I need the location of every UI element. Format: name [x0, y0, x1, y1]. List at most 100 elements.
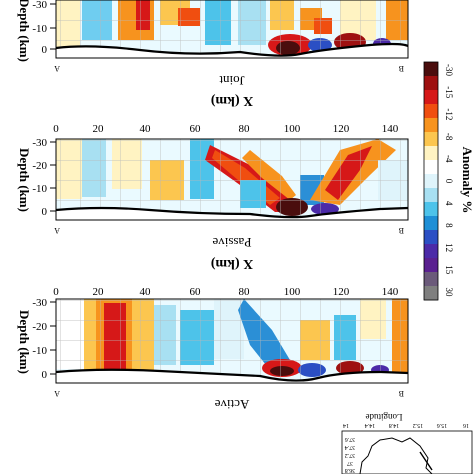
colorbar-tick-label: 12	[444, 243, 454, 252]
panel-passive-ylabel: Depth (km)	[17, 148, 32, 212]
colorbar-tick-label: 15	[444, 265, 454, 275]
panel-joint-y-ticks: -30 -10 0	[32, 0, 56, 56]
colorbar-tick-label: 0	[444, 179, 454, 184]
colorbar-swatch	[424, 258, 438, 273]
x-tick-label: 80	[239, 123, 251, 135]
inset-tick-label: 15.2	[413, 422, 424, 428]
colorbar-swatch	[424, 90, 438, 105]
panel-joint-corner-b: B	[399, 64, 404, 73]
colorbar-ticks: -30 -15 -12 -8 -4 0 4 8 12 15 30	[444, 64, 454, 297]
colorbar-swatch	[424, 244, 438, 259]
colorbar-swatch	[424, 230, 438, 245]
panel-joint-xlabel: X (km)	[210, 93, 253, 108]
x-tick-label: 60	[190, 286, 202, 298]
location-inset: Longitude 14 14.4 14.8 15.2 15.6 16 37.6…	[341, 412, 473, 474]
panel-active-caption: Active	[214, 397, 249, 412]
inset-tick-label: 14.4	[365, 422, 376, 428]
panel-active-ylabel: Depth (km)	[17, 310, 32, 374]
inset-tick-label: 37.4	[345, 444, 356, 450]
colorbar-tick-label: 8	[444, 223, 454, 228]
colorbar-swatch	[424, 160, 438, 175]
panel-joint-corner-a: A	[54, 64, 60, 73]
colorbar-swatch	[424, 174, 438, 189]
panel-passive: 0 20 40 60 80 100 120 140	[17, 123, 409, 271]
panel-active-y-ticks: -30 -20 -10 0	[32, 297, 56, 381]
x-tick-label: 20	[93, 123, 105, 135]
panel-active-x-ticks: 0 20 40 60 80 100 120 140	[53, 286, 399, 298]
panel-passive-x-ticks: 0 20 40 60 80 100 120 140	[53, 123, 399, 135]
colorbar-swatch	[424, 202, 438, 217]
x-tick-label: 0	[53, 286, 59, 298]
x-tick-label: 40	[140, 123, 152, 135]
panel-joint-topography	[56, 44, 408, 58]
panel-passive-xlabel: X (km)	[210, 256, 253, 271]
x-tick-label: 120	[333, 286, 350, 298]
colorbar-label: Anomaly %	[460, 147, 474, 214]
colorbar-tick-label: -8	[444, 133, 454, 141]
colorbar-swatch	[424, 118, 438, 133]
panel-passive-caption: Passive	[212, 235, 251, 250]
colorbar-tick-label: -12	[444, 108, 454, 120]
x-tick-label: 80	[239, 286, 251, 298]
inset-title: Longitude	[366, 412, 403, 422]
inset-tick-label: 37.6	[345, 436, 356, 442]
colorbar-swatch	[424, 286, 438, 301]
x-tick-label: 140	[382, 123, 399, 135]
inset-map-frame	[341, 430, 473, 474]
x-tick-label: 100	[284, 123, 301, 135]
y-tick-label: -20	[32, 321, 47, 333]
colorbar-swatch	[424, 132, 438, 147]
x-tick-label: 60	[190, 123, 202, 135]
panel-passive-corner-a: A	[54, 226, 60, 235]
colorbar-swatch	[424, 62, 438, 77]
panel-joint-frame	[55, 0, 409, 59]
colorbar-tick-label: -15	[444, 86, 454, 98]
inset-coastline	[359, 437, 433, 474]
colorbar-swatch	[424, 272, 438, 287]
panel-joint-caption: Joint	[219, 73, 245, 88]
y-tick-label: -30	[32, 0, 47, 11]
panel-active-corner-a: A	[54, 389, 60, 398]
colorbar-tick-label: 4	[444, 201, 454, 206]
y-tick-label: -10	[32, 345, 47, 357]
colorbar-swatch	[424, 188, 438, 203]
x-tick-label: 100	[284, 286, 301, 298]
inset-tick-label: 14	[343, 422, 349, 428]
y-tick-label: -10	[32, 23, 47, 35]
inset-tick-label: 36.8	[345, 467, 356, 473]
colorbar-swatch	[424, 146, 438, 161]
y-tick-label: -30	[32, 297, 47, 309]
inset-tick-label: 15.6	[437, 422, 448, 428]
colorbar-swatch	[424, 76, 438, 91]
colorbar-frame	[423, 61, 439, 301]
inset-tick-label: 37	[347, 460, 353, 466]
x-tick-label: 0	[53, 123, 59, 135]
panel-joint: -30 -10 0 Depth (km) A B Joint X (km)	[17, 0, 409, 108]
y-tick-label: 0	[42, 44, 48, 56]
colorbar-tick-label: -4	[444, 155, 454, 163]
panel-passive-corner-b: B	[399, 226, 404, 235]
panel-joint-ylabel: Depth (km)	[17, 0, 32, 62]
inset-top-ticks: 14 14.4 14.8 15.2 15.6 16	[343, 422, 469, 428]
inset-tick-label: 16	[463, 422, 469, 428]
x-tick-label: 120	[333, 123, 350, 135]
y-tick-label: -20	[32, 160, 47, 172]
panel-active-corner-b: B	[399, 389, 404, 398]
y-tick-label: -10	[32, 183, 47, 195]
x-tick-label: 40	[140, 286, 152, 298]
panel-passive-y-ticks: -30 -20 -10 0	[32, 137, 56, 218]
colorbar-tick-label: -30	[444, 64, 454, 76]
inset-profile-line	[419, 451, 433, 471]
y-tick-label: 0	[42, 369, 48, 381]
panel-active-topography	[56, 369, 408, 383]
x-tick-label: 20	[93, 286, 105, 298]
colorbar: -30 -15 -12 -8 -4 0 4 8 12 15 30 Anomaly %	[423, 61, 474, 301]
panel-active: 0 20 40 60 80 100 120 140	[17, 286, 409, 412]
colorbar-swatch	[424, 216, 438, 231]
inset-tick-label: 37.2	[345, 452, 356, 458]
inset-tick-label: 14.8	[389, 422, 400, 428]
panel-active-frame	[55, 298, 409, 384]
colorbar-tick-label: 30	[444, 288, 454, 298]
y-tick-label: -30	[32, 137, 47, 149]
